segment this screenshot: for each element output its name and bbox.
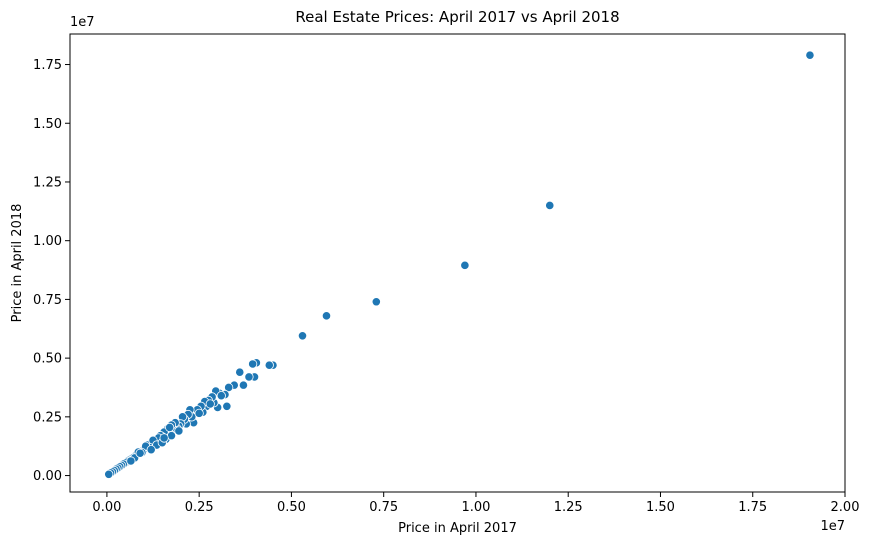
- scatter-point: [371, 297, 381, 307]
- y-axis-label: Price in April 2018: [10, 204, 25, 323]
- x-tick-label: 1.75: [738, 500, 767, 515]
- scatter-point: [126, 456, 136, 466]
- x-tick-label: 2.00: [831, 500, 860, 515]
- y-tick-label: 1.50: [33, 117, 62, 132]
- scatter-point: [321, 311, 332, 321]
- scatter-point: [205, 399, 215, 409]
- y-tick-label: 0.75: [33, 293, 62, 308]
- y-tick-label: 0.50: [33, 352, 62, 367]
- scatter-point: [244, 372, 254, 382]
- x-tick-label: 1.25: [554, 500, 583, 515]
- scatter-point: [545, 200, 555, 211]
- y-tick-label: 0.00: [33, 469, 62, 484]
- x-tick-label: 0.50: [277, 500, 306, 515]
- y-tick-label: 1.75: [33, 58, 62, 73]
- scatter-point: [159, 433, 169, 443]
- x-tick-label: 1.00: [461, 500, 490, 515]
- scatter-point: [146, 445, 156, 455]
- points-layer: [104, 50, 815, 479]
- scatter-point: [104, 469, 114, 479]
- scatter-point: [248, 359, 258, 369]
- x-axis-ticks: 0.00 0.25 0.50 0.75 1.00 1.25 1.50 1.75 2.00: [92, 492, 859, 515]
- scatter-point: [264, 360, 274, 370]
- scatter-point: [805, 50, 815, 60]
- chart-title: Real Estate Prices: April 2017 vs April …: [295, 8, 619, 26]
- x-tick-label: 0.75: [369, 500, 398, 515]
- x-axis-label: Price in April 2017: [398, 521, 517, 536]
- y-tick-label: 1.25: [33, 175, 62, 190]
- scatter-point: [194, 408, 204, 418]
- scatter-point: [235, 367, 245, 377]
- x-tick-label: 1.50: [646, 500, 675, 515]
- y-tick-label: 1.00: [33, 234, 62, 249]
- x-tick-label: 0.00: [92, 500, 121, 515]
- scatter-point: [174, 426, 184, 436]
- scatter-point: [460, 260, 470, 270]
- scatter-point: [297, 331, 308, 341]
- plot-frame: [69, 33, 846, 493]
- scatter-point: [135, 448, 145, 458]
- scatter-point: [216, 391, 226, 401]
- scatter-point: [222, 401, 232, 411]
- scatter-point: [165, 422, 175, 433]
- y-axis-scale-label: 1e7: [70, 15, 95, 30]
- scatter-point: [238, 380, 249, 390]
- y-tick-label: 0.25: [33, 410, 62, 425]
- scatter-point: [224, 382, 234, 393]
- x-axis-scale-label: 1e7: [820, 519, 845, 534]
- x-tick-label: 0.25: [185, 500, 214, 515]
- y-axis-ticks: 0.00 0.25 0.50 0.75 1.00 1.25 1.50 1.75: [33, 58, 70, 484]
